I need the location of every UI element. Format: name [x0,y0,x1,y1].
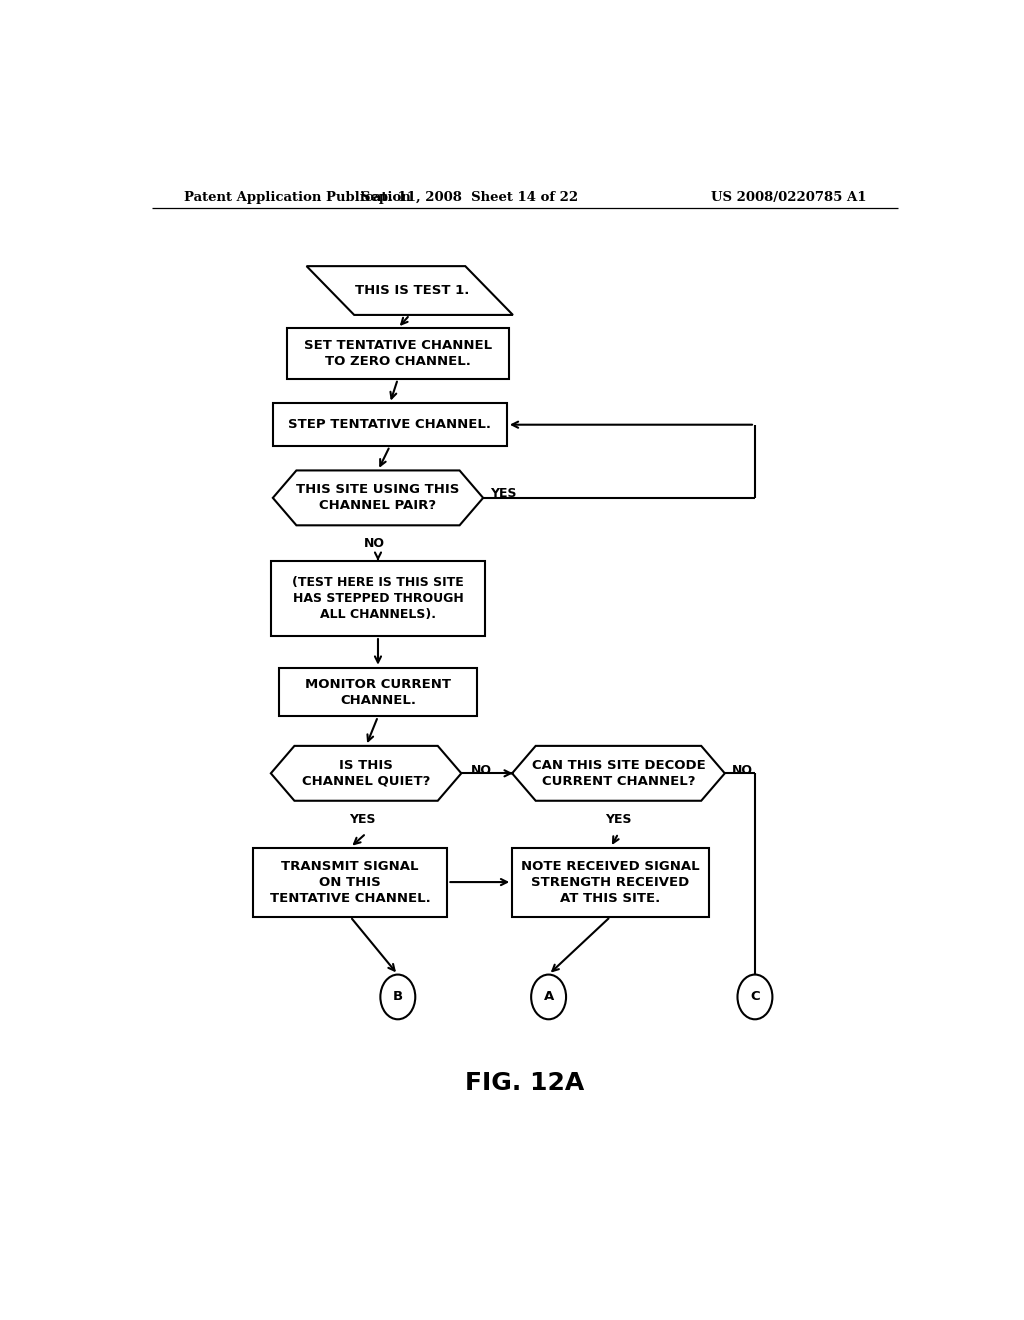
Text: NO: NO [364,537,385,550]
Text: IS THIS
CHANNEL QUIET?: IS THIS CHANNEL QUIET? [302,759,430,788]
Text: NOTE RECEIVED SIGNAL
STRENGTH RECEIVED
AT THIS SITE.: NOTE RECEIVED SIGNAL STRENGTH RECEIVED A… [521,859,699,904]
Polygon shape [512,746,725,801]
Text: THIS IS TEST 1.: THIS IS TEST 1. [355,284,469,297]
Polygon shape [270,746,461,801]
Text: NO: NO [471,764,492,776]
FancyBboxPatch shape [272,404,507,446]
FancyBboxPatch shape [270,561,485,636]
FancyBboxPatch shape [512,847,709,916]
Text: C: C [751,990,760,1003]
Polygon shape [306,267,513,315]
FancyBboxPatch shape [279,668,477,717]
Text: STEP TENTATIVE CHANNEL.: STEP TENTATIVE CHANNEL. [289,418,492,432]
Circle shape [380,974,416,1019]
Text: YES: YES [489,487,516,500]
Circle shape [737,974,772,1019]
Text: SET TENTATIVE CHANNEL
TO ZERO CHANNEL.: SET TENTATIVE CHANNEL TO ZERO CHANNEL. [304,339,492,368]
Text: Patent Application Publication: Patent Application Publication [183,190,411,203]
Text: NO: NO [732,764,753,776]
Text: YES: YES [349,813,376,825]
Text: US 2008/0220785 A1: US 2008/0220785 A1 [711,190,866,203]
Text: (TEST HERE IS THIS SITE
HAS STEPPED THROUGH
ALL CHANNELS).: (TEST HERE IS THIS SITE HAS STEPPED THRO… [292,576,464,620]
Text: THIS SITE USING THIS
CHANNEL PAIR?: THIS SITE USING THIS CHANNEL PAIR? [296,483,460,512]
Text: YES: YES [605,813,632,825]
Text: FIG. 12A: FIG. 12A [465,1072,585,1096]
Text: MONITOR CURRENT
CHANNEL.: MONITOR CURRENT CHANNEL. [305,677,451,706]
Polygon shape [272,470,483,525]
Text: TRANSMIT SIGNAL
ON THIS
TENTATIVE CHANNEL.: TRANSMIT SIGNAL ON THIS TENTATIVE CHANNE… [270,859,430,904]
Text: B: B [393,990,402,1003]
FancyBboxPatch shape [287,329,509,379]
FancyBboxPatch shape [253,847,447,916]
Text: A: A [544,990,554,1003]
Text: Sep. 11, 2008  Sheet 14 of 22: Sep. 11, 2008 Sheet 14 of 22 [360,190,578,203]
Text: CAN THIS SITE DECODE
CURRENT CHANNEL?: CAN THIS SITE DECODE CURRENT CHANNEL? [531,759,706,788]
Circle shape [531,974,566,1019]
